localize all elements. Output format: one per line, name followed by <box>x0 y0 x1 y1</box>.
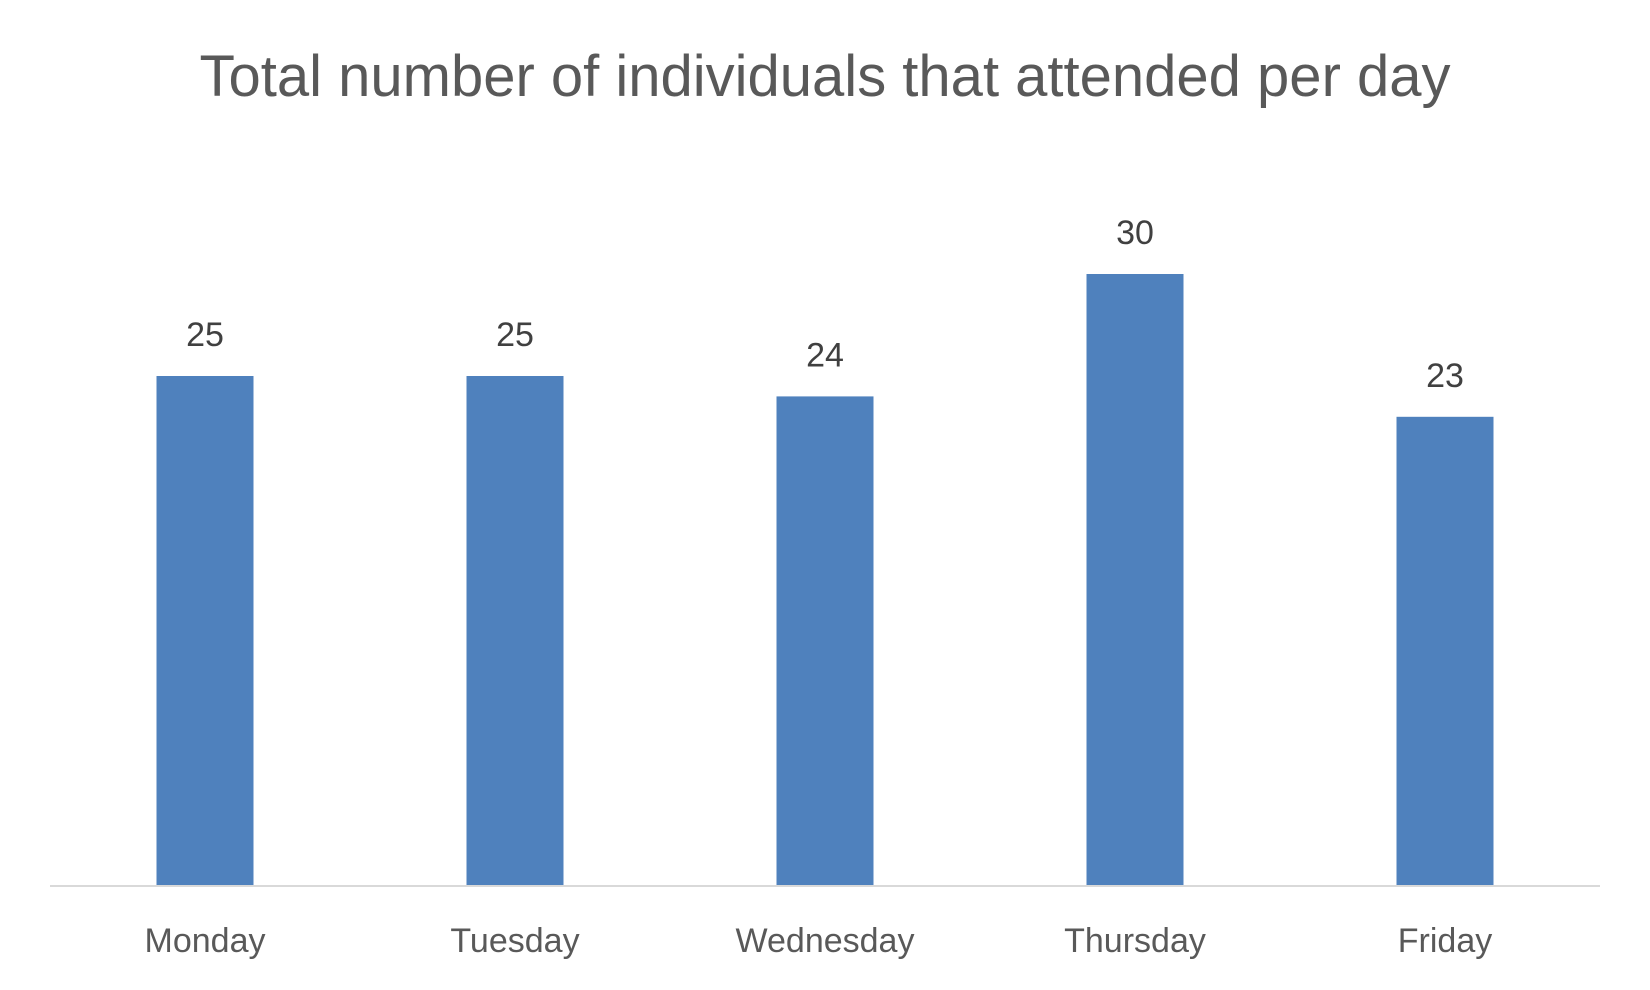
data-label-friday: 23 <box>1426 357 1464 395</box>
x-tick-label-monday: Monday <box>145 922 266 960</box>
x-tick-label-friday: Friday <box>1398 922 1492 960</box>
data-label-monday: 25 <box>186 316 224 354</box>
x-tick-label-thursday: Thursday <box>1064 922 1206 960</box>
x-tick-label-tuesday: Tuesday <box>450 922 579 960</box>
chart-title: Total number of individuals that attende… <box>199 44 1450 109</box>
bar-monday <box>156 376 254 886</box>
bar-tuesday <box>466 376 564 886</box>
bar-friday <box>1396 416 1494 886</box>
data-label-thursday: 30 <box>1116 214 1154 252</box>
x-axis-ticks-layer: Monday Tuesday Wednesday Thursday Friday <box>145 922 1493 960</box>
bars-layer <box>156 274 1494 886</box>
data-label-tuesday: 25 <box>496 316 534 354</box>
bar-thursday <box>1086 274 1184 886</box>
bar-wednesday <box>776 396 874 886</box>
x-tick-label-wednesday: Wednesday <box>736 922 915 960</box>
data-labels-layer: 25 25 24 30 23 <box>186 214 1464 395</box>
data-label-wednesday: 24 <box>806 336 844 374</box>
